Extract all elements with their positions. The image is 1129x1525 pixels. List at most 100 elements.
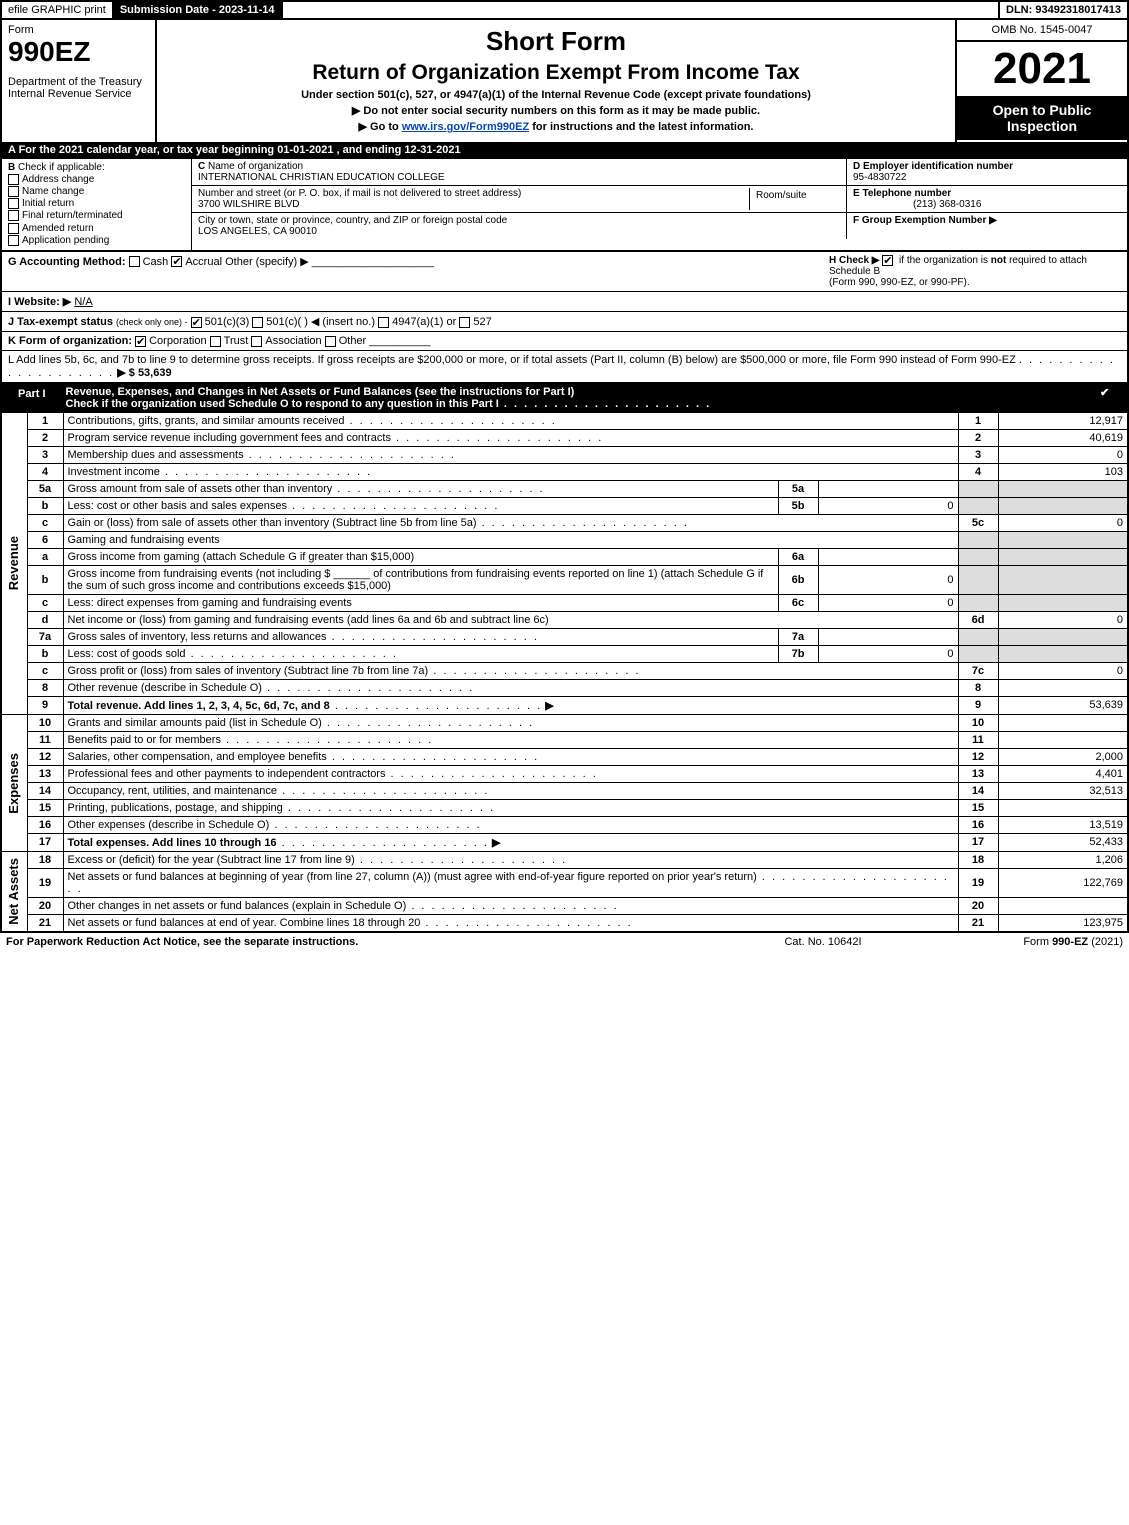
line-desc: Program service revenue including govern… (68, 432, 391, 444)
line-num: 17 (27, 833, 63, 851)
section-b-through-f: B Check if applicable: Address change Na… (0, 158, 1129, 252)
dln-label: DLN: 93492318017413 (998, 2, 1127, 18)
e-phone-block: E Telephone number (213) 368-0316 (847, 186, 1127, 213)
check-accrual[interactable] (171, 256, 182, 267)
line-value (998, 799, 1128, 816)
address-change-label: Address change (22, 174, 94, 185)
line-num: 8 (27, 679, 63, 696)
dots-icon (322, 717, 534, 729)
line-ref-grey (958, 628, 998, 645)
h-text2: if the organization is (899, 255, 991, 266)
opt-4947: 4947(a)(1) or (392, 316, 456, 328)
subline-value (818, 548, 958, 565)
line-desc: Net income or (loss) from gaming and fun… (68, 614, 549, 626)
efile-print-label: efile GRAPHIC print (2, 2, 114, 18)
j-label: J Tax-exempt status (8, 316, 113, 328)
check-501c[interactable] (252, 317, 263, 328)
check-name-change[interactable]: Name change (8, 186, 185, 197)
check-final-return[interactable]: Final return/terminated (8, 210, 185, 221)
line-ref: 9 (958, 696, 998, 714)
footer-form-no: 990-EZ (1052, 936, 1088, 948)
check-trust[interactable] (210, 336, 221, 347)
goto-post: for instructions and the latest informat… (529, 121, 753, 133)
g-accounting: G Accounting Method: Cash Accrual Other … (8, 255, 821, 288)
l-text: L Add lines 5b, 6c, and 7b to line 9 to … (8, 354, 1016, 366)
line-num: 15 (27, 799, 63, 816)
line-ref: 1 (958, 413, 998, 430)
footer-form-post: (2021) (1088, 936, 1123, 948)
phone-value: (213) 368-0316 (853, 199, 981, 210)
line-desc: Less: direct expenses from gaming and fu… (68, 597, 352, 609)
org-name-value: INTERNATIONAL CHRISTIAN EDUCATION COLLEG… (198, 172, 445, 183)
subline-ref: 6c (778, 594, 818, 611)
line-ref-grey (958, 594, 998, 611)
initial-return-label: Initial return (22, 198, 74, 209)
line-ref-grey (958, 531, 998, 548)
dots-icon (327, 751, 539, 763)
check-cash[interactable] (129, 256, 140, 267)
c-name-label: Name of organization (208, 161, 303, 172)
irs-link[interactable]: www.irs.gov/Form990EZ (402, 121, 529, 133)
dots-icon (406, 900, 618, 912)
f-label: F Group Exemption Number ▶ (853, 215, 997, 226)
part-1-title-row: Revenue, Expenses, and Changes in Net As… (56, 386, 1091, 410)
opt-501c: 501(c)( ) ◀ (insert no.) (266, 316, 375, 328)
table-row: d Net income or (loss) from gaming and f… (1, 611, 1128, 628)
line-ref: 11 (958, 731, 998, 748)
line-ref: 4 (958, 463, 998, 480)
line-desc: Grants and similar amounts paid (list in… (68, 717, 322, 729)
line-ref: 16 (958, 816, 998, 833)
row-l-gross-receipts: L Add lines 5b, 6c, and 7b to line 9 to … (0, 351, 1129, 383)
line-value: 2,000 (998, 748, 1128, 765)
g-label: G Accounting Method: (8, 256, 126, 268)
check-schedule-b[interactable] (882, 255, 893, 266)
line-value: 0 (998, 514, 1128, 531)
line-value: 0 (998, 662, 1128, 679)
line-num: 20 (27, 897, 63, 914)
department-label: Department of the Treasury Internal Reve… (8, 76, 149, 100)
check-4947[interactable] (378, 317, 389, 328)
row-g-h: G Accounting Method: Cash Accrual Other … (0, 252, 1129, 292)
line-value-grey (998, 594, 1128, 611)
check-amended-return[interactable]: Amended return (8, 223, 185, 234)
table-row: 19 Net assets or fund balances at beginn… (1, 868, 1128, 897)
check-address-change[interactable]: Address change (8, 174, 185, 185)
dots-icon (428, 665, 640, 677)
part-1-see: (see the instructions for Part I) (415, 386, 575, 398)
h-schedule-b: H Check ▶ if the organization is not req… (821, 255, 1121, 288)
line-num: c (27, 514, 63, 531)
check-application-pending[interactable]: Application pending (8, 235, 185, 246)
line-desc: Less: cost or other basis and sales expe… (68, 500, 288, 512)
check-schedule-o[interactable] (1091, 386, 1121, 410)
subline-ref: 5b (778, 497, 818, 514)
page-footer: For Paperwork Reduction Act Notice, see … (0, 932, 1129, 951)
line-ref: 10 (958, 714, 998, 731)
h-text1: H Check ▶ (829, 255, 882, 266)
check-corporation[interactable] (135, 336, 146, 347)
line-num: b (27, 565, 63, 594)
check-initial-return[interactable]: Initial return (8, 198, 185, 209)
column-d-e-f: D Employer identification number 95-4830… (847, 159, 1127, 239)
subline-ref: 5a (778, 480, 818, 497)
check-501c3[interactable] (191, 317, 202, 328)
b-letter: B (8, 162, 15, 173)
dots-icon (269, 819, 481, 831)
form-number: 990EZ (8, 36, 149, 68)
line-desc: Membership dues and assessments (68, 449, 244, 461)
line-num: 6 (27, 531, 63, 548)
dots-icon (283, 802, 495, 814)
dots-icon (355, 854, 567, 866)
check-527[interactable] (459, 317, 470, 328)
j-sub: (check only one) - (116, 317, 188, 327)
line-ref: 8 (958, 679, 998, 696)
check-other-org[interactable] (325, 336, 336, 347)
line-value: 123,975 (998, 914, 1128, 931)
line-ref: 19 (958, 868, 998, 897)
line-value (998, 714, 1128, 731)
line-desc: Excess or (deficit) for the year (Subtra… (68, 854, 355, 866)
c-street-block: Number and street (or P. O. box, if mail… (192, 186, 846, 213)
line-desc: Occupancy, rent, utilities, and maintena… (68, 785, 278, 797)
check-association[interactable] (251, 336, 262, 347)
line-num: d (27, 611, 63, 628)
table-row: 3 Membership dues and assessments 3 0 (1, 446, 1128, 463)
